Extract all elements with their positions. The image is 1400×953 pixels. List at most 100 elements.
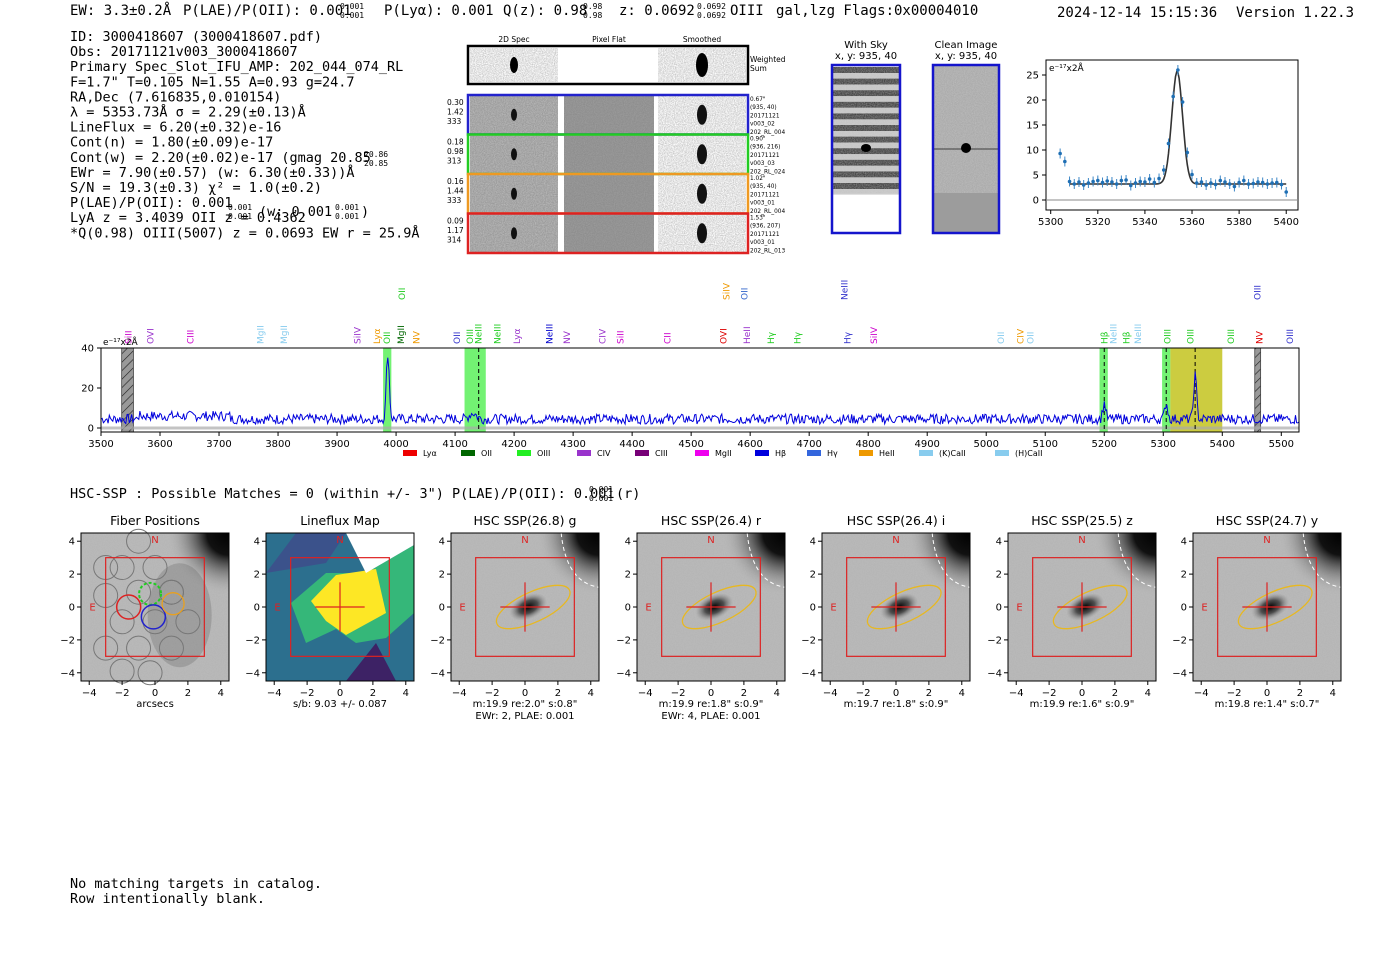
cutout-caption: m:19.9 re:1.8" s:0.9" — [659, 699, 764, 710]
cutout-x-tick-label: −2 — [1227, 688, 1242, 699]
hsc-title-suffix: (r) — [616, 486, 640, 502]
data-point — [1105, 179, 1110, 183]
zoom-x-tick-label: 5300 — [1038, 217, 1063, 228]
spectrum-y-tick-label: 0 — [88, 424, 94, 435]
line-window-band — [383, 348, 392, 432]
info-line: LyA z = 3.4039 OII z = 0.4362 — [70, 210, 306, 226]
cutout-title: HSC SSP(25.5) z — [1031, 513, 1133, 528]
flux-map-region — [346, 643, 396, 681]
fiber-footprint — [126, 579, 152, 605]
cutout-x-tick-label: −2 — [300, 688, 315, 699]
fiber-red — [115, 594, 142, 620]
cutout-y-tick-label: 0 — [69, 603, 75, 614]
fiber-footprint — [175, 609, 201, 635]
north-marker: N — [707, 535, 714, 546]
cutout-caption: m:19.7 re:1.8" s:0.9" — [844, 699, 949, 710]
info-plae-w: (w: 0.001 — [259, 204, 332, 220]
cutout-y-tick-label: 4 — [996, 537, 1002, 548]
cutout-title: Lineflux Map — [300, 513, 380, 528]
cutout-x-tick-label: 2 — [555, 688, 561, 699]
cutout-x-tick-label: 2 — [1112, 688, 1118, 699]
cutout-hsc: HSC SSP(26.4) r N E −4 −4 −2 −2 0 0 2 2 4 4 m:19.9 re… — [616, 513, 786, 722]
spec2d-column-title: Pixel Flat — [592, 35, 626, 44]
info-line: EWr = 7.90(±0.57) (w: 6.30(±0.33))Å — [70, 164, 354, 181]
header-plya: P(Lyα): 0.001 — [384, 3, 494, 19]
fiber-row-stat: 0.98 — [447, 147, 464, 156]
cutout-y-tick-label: 0 — [254, 603, 260, 614]
east-marker: E — [1016, 602, 1022, 613]
weighted-sum-label-2: Sum — [750, 64, 767, 73]
spectrum-x-tick-label: 5400 — [1210, 439, 1235, 450]
info-line: P(LAE)/P(OII): 0.001 — [70, 195, 233, 211]
fiber-row-stat: 1.44 — [447, 187, 464, 196]
cutout-y-tick-label: 4 — [810, 537, 816, 548]
cutout-x-tick-label: 0 — [893, 688, 899, 699]
info-plae-w-sup: 0.001 — [335, 203, 359, 212]
spectrum-x-tick-label: 3600 — [147, 439, 172, 450]
cutout-x-tick-label: 2 — [1297, 688, 1303, 699]
data-point — [1077, 180, 1081, 184]
emission-line-label: MgII — [256, 325, 266, 344]
spectrum-x-tick-label: 4600 — [737, 439, 762, 450]
info-plae-sub: 0.001 — [228, 212, 252, 221]
cutout-y-tick-label: 0 — [1181, 603, 1187, 614]
data-point — [1190, 172, 1194, 177]
data-point — [1256, 180, 1260, 184]
cutout-title: Fiber Positions — [110, 513, 200, 528]
data-point — [1128, 183, 1133, 188]
spectrum-x-tick-label: 4500 — [678, 439, 703, 450]
cutout-x-tick-label: −4 — [1009, 688, 1024, 699]
fiber-row-info: 20171121 — [750, 153, 780, 159]
legend-swatch — [919, 450, 933, 456]
cutout-y-tick-label: −4 — [616, 668, 631, 679]
emission-line-label: Lyα — [513, 328, 523, 344]
spectrum-x-tick-label: 5000 — [973, 439, 998, 450]
emission-line-label: CIV — [1017, 328, 1027, 344]
footer-line-2: Row intentionally blank. — [70, 891, 265, 907]
north-marker: N — [1263, 535, 1270, 546]
aperture-box — [105, 557, 205, 657]
emission-line-label: SiIV — [870, 326, 880, 344]
cutout-y-tick-label: 2 — [1181, 570, 1187, 581]
data-point — [1067, 179, 1072, 184]
fiber-row-info: (936, 216) — [750, 145, 780, 151]
emission-line-label: OII — [383, 332, 393, 344]
spectrum-x-tick-label: 4300 — [560, 439, 585, 450]
fiber-row-info: v003_02 — [750, 122, 775, 128]
data-point — [1133, 181, 1138, 185]
zoom-x-tick-label: 5380 — [1226, 217, 1251, 228]
spectrum-x-tick-label: 5300 — [1151, 439, 1176, 450]
zoom-y-tick-label: 0 — [1033, 196, 1039, 207]
aperture-box — [846, 557, 946, 657]
emission-line-label: NeIII — [494, 324, 504, 344]
cutout-x-tick-label: −4 — [267, 688, 282, 699]
emission-line-label: SiII — [616, 330, 626, 344]
cutout-y-tick-label: 4 — [254, 537, 260, 548]
emission-line-label: OIII — [1254, 285, 1264, 300]
cutout-y-tick-label: 2 — [439, 570, 445, 581]
north-marker: N — [336, 535, 343, 546]
fiber-row-info: 20171121 — [750, 113, 780, 119]
emission-line-label: OII — [398, 288, 408, 300]
full-spectrum-chart: 3500 3600 3700 3800 3900 4000 4100 4200 4300 4400… — [81, 336, 1300, 450]
north-marker: N — [151, 535, 158, 546]
cutout-x-tick-label: −4 — [638, 688, 653, 699]
header-z-sup: 0.0692 — [697, 2, 726, 11]
neighbor-aperture — [560, 532, 600, 588]
north-marker: N — [1078, 535, 1085, 546]
legend-label: MgII — [715, 449, 732, 458]
legend-swatch — [403, 450, 417, 456]
legend-label: Lyα — [423, 449, 437, 458]
zoom-x-tick-label: 5400 — [1273, 217, 1298, 228]
cutout-y-tick-label: −2 — [987, 635, 1002, 646]
cutout-y-tick-label: 0 — [439, 603, 445, 614]
header-ew: EW: 3.3±0.2Å — [70, 2, 172, 19]
fiber-row-info: 0.90" — [750, 137, 766, 143]
data-point — [1218, 178, 1223, 183]
data-point — [1232, 184, 1237, 189]
aperture-ellipse — [1237, 584, 1313, 630]
info-line: RA,Dec (7.616835,0.010154) — [70, 89, 281, 105]
spectrum-frame — [100, 347, 1300, 433]
legend-swatch — [859, 450, 873, 456]
